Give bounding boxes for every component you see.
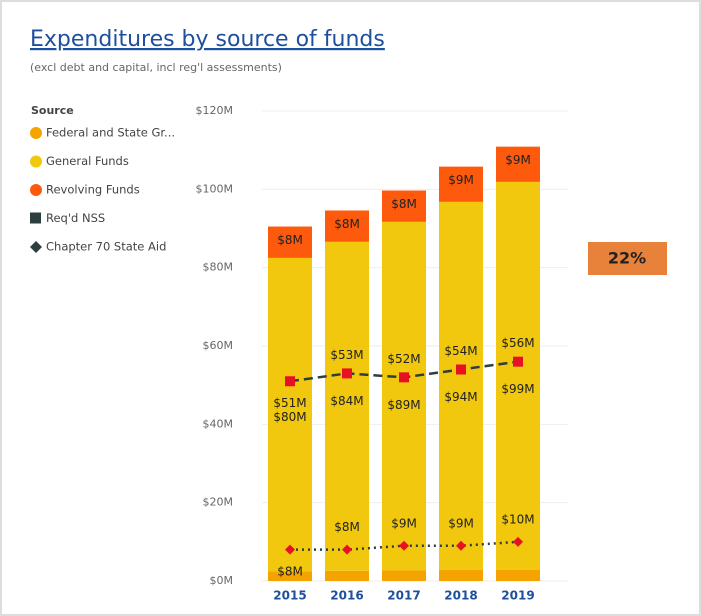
kpi-card [588,242,667,275]
line-marker [399,540,409,551]
y-tick-label: $60M [203,339,234,352]
line-marker [285,544,295,555]
data-label: $9M [448,173,474,187]
line-marker [456,540,466,551]
data-label: $10M [501,512,534,526]
line-marker [399,372,409,383]
x-tick-label: 2017 [387,589,420,603]
data-label: $9M [448,516,474,530]
data-label: $94M [444,390,477,404]
bar-segment [382,190,426,222]
y-tick-label: $80M [203,261,234,274]
data-label: $80M [273,410,306,424]
legend-label: Revolving Funds [46,183,140,197]
data-label: $9M [505,153,531,167]
line-marker [513,356,523,367]
data-label: $99M [501,382,534,396]
data-label: $54M [444,344,477,358]
legend-marker [30,127,42,139]
line-marker [285,376,295,387]
bar-segment [325,241,369,571]
data-label: $9M [391,516,417,530]
y-tick-label: $20M [203,496,234,509]
y-tick-label: $40M [203,417,234,430]
chart-subtitle: (excl debt and capital, incl reg'l asses… [30,61,282,74]
bar-segment [496,181,540,570]
bar-segment [439,201,483,571]
line-marker [456,364,466,375]
line-marker [342,544,352,555]
data-label: $53M [330,348,363,362]
bar-segment [325,570,369,581]
data-label: $51M [273,396,306,410]
legend-marker [30,155,42,168]
legend-label: Federal and State Gr... [46,126,175,140]
legend-label: Chapter 70 State Aid [46,240,166,254]
y-tick-label: $100M [196,182,234,195]
x-tick-label: 2016 [330,589,363,603]
legend-label: Req'd NSS [46,211,105,225]
legend-label: General Funds [46,154,129,168]
legend-marker [30,241,42,253]
bar-segment [439,570,483,581]
bar-segment [382,221,426,571]
line-marker [513,536,523,547]
bar-segment [496,569,540,581]
chart-title: Expenditures by source of funds [30,27,385,52]
data-label: $89M [387,398,420,412]
data-label: $8M [277,233,303,247]
bar-segment [439,166,483,202]
bar-segment [268,226,312,258]
x-tick-label: 2015 [273,589,306,603]
x-tick-label: 2019 [501,589,534,603]
bar-segment [268,257,312,572]
legend-marker [30,184,42,196]
kpi-label: 22% [608,249,646,268]
data-label: $52M [387,352,420,366]
legend-marker [30,212,41,224]
data-label: $8M [277,565,303,579]
x-tick-label: 2018 [444,589,477,603]
bar-segment [382,570,426,581]
y-tick-label: $120M [196,104,234,117]
data-label: $56M [501,336,534,350]
bar-segment [496,146,540,182]
data-label: $8M [334,520,360,534]
data-label: $84M [330,394,363,408]
line-marker [342,368,352,379]
y-tick-label: $0M [210,574,234,587]
bar-segment [325,210,369,242]
data-label: $8M [391,197,417,211]
bar-segment [268,571,312,581]
data-label: $8M [334,217,360,231]
legend-title: Source [31,104,74,117]
